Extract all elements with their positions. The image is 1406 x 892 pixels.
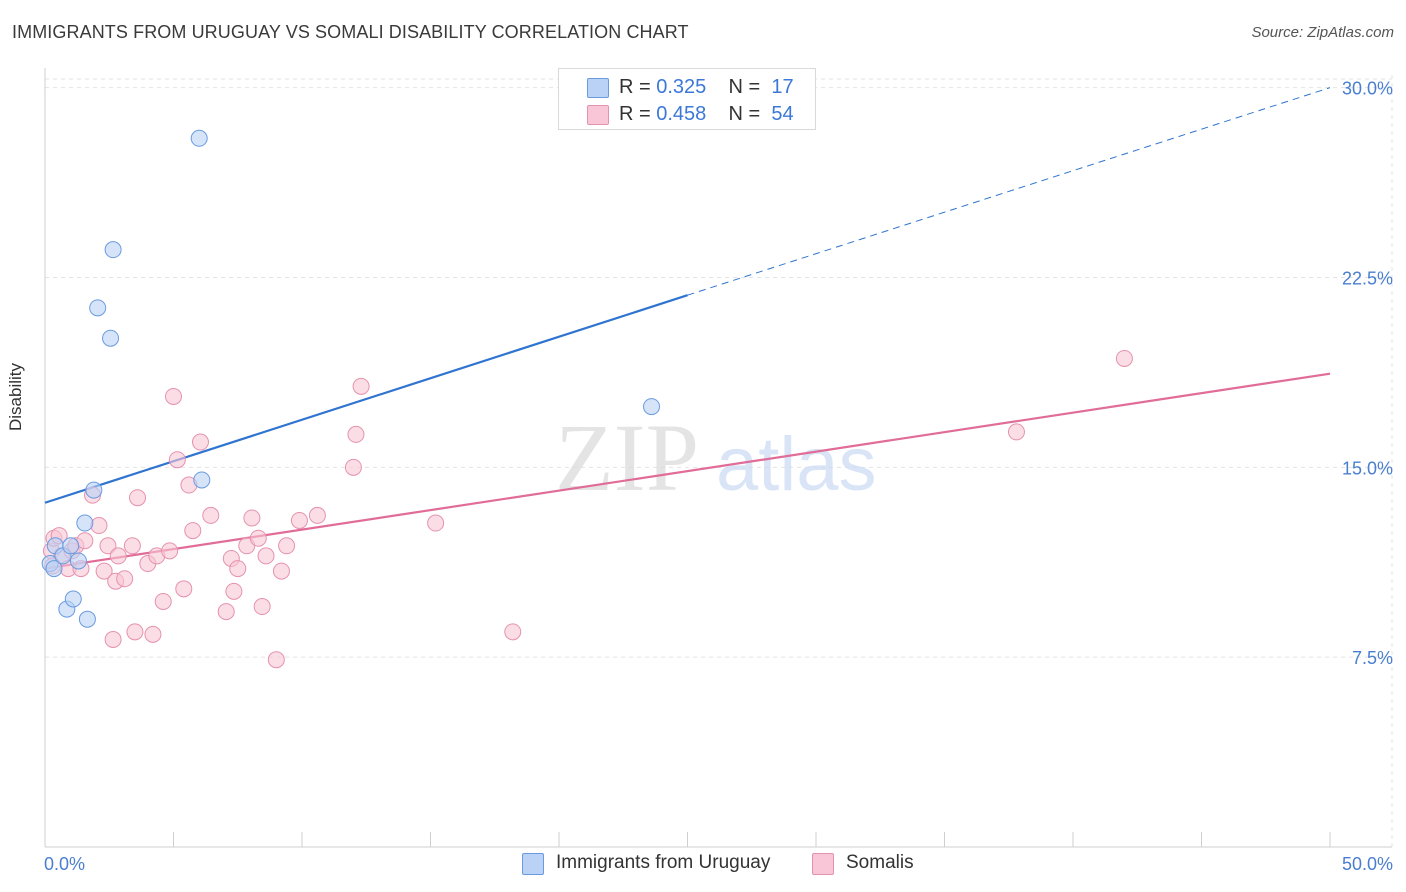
data-point-somali xyxy=(168,451,186,469)
legend-label-uruguay: Immigrants from Uruguay xyxy=(556,852,771,873)
x-tick-label-max: 50.0% xyxy=(1342,854,1393,874)
data-point-uruguay xyxy=(76,514,94,532)
chart-title: IMMIGRANTS FROM URUGUAY VS SOMALI DISABI… xyxy=(12,22,689,42)
data-point-uruguay xyxy=(193,471,211,489)
data-point-somali xyxy=(253,598,271,616)
data-point-somali xyxy=(344,458,362,476)
data-point-uruguay xyxy=(45,560,63,578)
grid xyxy=(45,75,1393,847)
data-point-uruguay xyxy=(69,552,87,570)
data-point-uruguay xyxy=(85,481,103,499)
data-point-somali xyxy=(191,433,209,451)
data-point-somali xyxy=(249,529,267,547)
data-point-uruguay xyxy=(190,129,208,147)
data-point-uruguay xyxy=(64,590,82,608)
data-point-somali xyxy=(116,570,134,588)
legend-r-label: R = xyxy=(619,76,651,98)
data-point-somali xyxy=(175,580,193,598)
trend-line-extension-uruguay xyxy=(687,87,1331,296)
axes xyxy=(44,68,1392,848)
data-point-somali xyxy=(272,562,290,580)
legend-swatch-somali xyxy=(587,105,609,125)
data-point-somali xyxy=(104,630,122,648)
data-point-somali xyxy=(99,537,117,555)
trend-line-uruguay xyxy=(44,294,688,504)
data-point-somali xyxy=(129,489,147,507)
data-point-somali xyxy=(76,532,94,550)
data-point-uruguay xyxy=(102,329,120,347)
legend-r-label: R = xyxy=(619,103,651,125)
data-point-somali xyxy=(154,592,172,610)
data-point-somali xyxy=(267,651,285,669)
data-points xyxy=(41,129,1133,669)
legend-n-label: N = xyxy=(728,103,761,125)
data-point-somali xyxy=(165,387,182,405)
trend-line-somali xyxy=(44,372,1331,570)
chart-source: Source: ZipAtlas.com xyxy=(1251,24,1394,41)
data-point-somali xyxy=(144,625,162,643)
y-tick-label: 15.0% xyxy=(1342,458,1393,478)
legend-label-somalis: Somalis xyxy=(846,852,914,873)
data-point-somali xyxy=(95,562,113,580)
data-point-somali xyxy=(347,425,365,443)
data-point-somali xyxy=(225,582,243,600)
legend-n-value: 17 xyxy=(771,76,794,98)
data-point-somali xyxy=(161,542,179,560)
data-point-somali xyxy=(109,547,127,565)
data-point-somali xyxy=(278,537,296,555)
data-point-somali xyxy=(1115,349,1133,367)
data-point-somali xyxy=(308,506,326,524)
y-tick-label: 30.0% xyxy=(1342,79,1393,99)
data-point-somali xyxy=(352,377,370,395)
data-point-uruguay xyxy=(62,537,80,555)
data-point-somali xyxy=(126,623,144,641)
data-point-somali xyxy=(257,547,275,565)
data-point-somali xyxy=(217,603,235,621)
legend-swatch-uruguay xyxy=(587,78,609,98)
legend-swatch-somalis xyxy=(812,853,834,875)
legend-stats: R = 0.325 N = 17 R = 0.458 N = 54 xyxy=(558,68,816,130)
data-point-somali xyxy=(229,560,247,578)
data-point-uruguay xyxy=(104,241,122,259)
watermark-atlas: atlas xyxy=(716,422,877,507)
data-point-uruguay xyxy=(78,610,96,628)
watermark-zip: ZIP xyxy=(555,404,699,511)
y-tick-label: 22.5% xyxy=(1342,268,1393,288)
data-point-somali xyxy=(243,509,261,527)
data-point-somali xyxy=(427,514,445,532)
tick-labels: 7.5% 15.0% 22.5% 30.0% 0.0% 50.0% xyxy=(44,79,1393,874)
data-point-somali xyxy=(202,506,220,524)
data-point-uruguay xyxy=(89,299,107,317)
y-tick-label: 7.5% xyxy=(1352,648,1393,668)
x-tick-label-min: 0.0% xyxy=(44,854,85,874)
data-point-somali xyxy=(184,522,202,540)
data-point-somali xyxy=(1007,423,1025,441)
data-point-somali xyxy=(290,511,308,529)
data-point-somali xyxy=(504,623,522,641)
legend-r-value: 0.325 xyxy=(656,76,707,98)
legend-n-value: 54 xyxy=(771,103,794,125)
data-point-uruguay xyxy=(643,398,661,416)
data-point-somali xyxy=(90,517,108,535)
legend-r-value: 0.458 xyxy=(656,103,707,125)
y-axis-label: Disability xyxy=(6,362,25,432)
legend-swatch-uruguay xyxy=(522,853,544,875)
watermark: ZIP atlas xyxy=(555,404,877,511)
legend-n-label: N = xyxy=(728,76,761,98)
data-point-somali xyxy=(123,537,141,555)
